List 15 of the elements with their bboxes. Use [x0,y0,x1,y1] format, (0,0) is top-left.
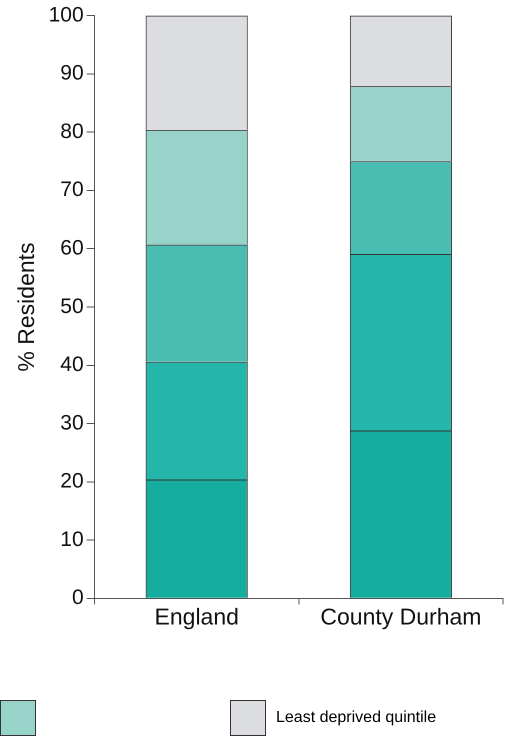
y-tick-label: 90 [60,62,84,85]
y-tick-label: 40 [60,353,84,376]
y-tick-label: 80 [60,120,84,143]
y-tick-label: 70 [60,178,84,202]
y-tick-label: 0 [72,586,84,610]
y-tick-label: 50 [60,294,84,318]
legend-label: Least deprived quintile [276,709,436,727]
x-tick-label: County Durham [320,604,482,630]
y-tick-label: 10 [60,528,84,551]
y-tick-label: 60 [60,236,84,260]
y-tick-label: 20 [60,470,84,493]
y-axis-title: % Residents [13,242,40,372]
x-tick-label: England [154,604,239,630]
y-tick-label: 30 [60,411,84,434]
y-tick-label: 100 [48,3,84,26]
